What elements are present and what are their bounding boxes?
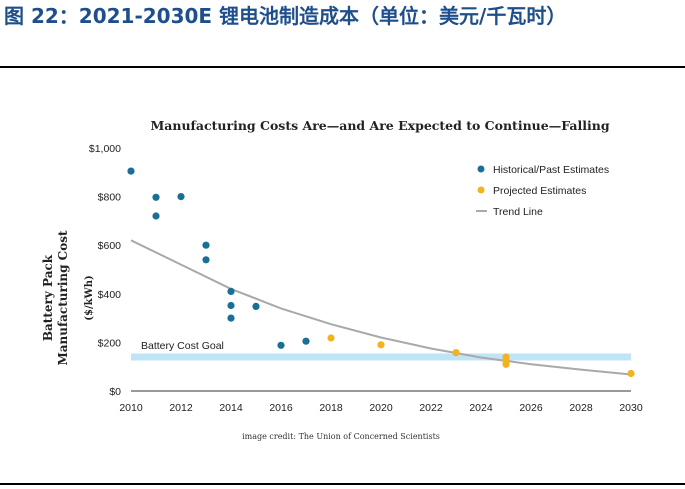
chart-title: Manufacturing Costs Are—and Are Expected…	[150, 118, 609, 133]
legend-marker-projected	[477, 186, 485, 194]
x-tick-label: 2022	[419, 402, 443, 414]
historical-point	[202, 241, 210, 249]
x-tick-label: 2020	[369, 402, 393, 414]
historical-point	[277, 341, 285, 349]
bottom-rule	[0, 483, 685, 485]
historical-point	[302, 337, 310, 345]
historical-point	[227, 301, 235, 310]
y-tick-label: $600	[98, 240, 122, 252]
projected-point	[452, 349, 460, 357]
y-tick-label: $0	[109, 386, 121, 398]
battery-cost-goal-label: Battery Cost Goal	[141, 340, 224, 352]
projected-point	[502, 360, 510, 368]
image-credit: image credit: The Union of Concerned Sci…	[242, 432, 440, 441]
x-tick-label: 2016	[269, 402, 293, 414]
legend-label-trend: Trend Line	[493, 206, 543, 218]
projected-point	[327, 334, 335, 342]
legend-marker-historical	[477, 165, 485, 173]
x-tick-label: 2010	[119, 402, 143, 414]
y-tick-label: $400	[98, 289, 122, 301]
cost-chart: Manufacturing Costs Are—and Are Expected…	[41, 118, 643, 441]
y-axis-title: Battery PackManufacturing Cost ($/kWh)	[41, 230, 95, 366]
historical-point	[252, 302, 260, 310]
x-tick-label: 2018	[319, 402, 343, 414]
legend: Historical/Past Estimates Projected Esti…	[476, 164, 609, 218]
trend-line	[130, 239, 632, 376]
historical-point	[152, 212, 160, 220]
figure-title: 图 22：2021-2030E 锂电池制造成本（单位：美元/千瓦时）	[4, 4, 567, 28]
historical-point	[177, 193, 185, 201]
historical-point	[227, 314, 235, 322]
battery-cost-goal-band	[131, 353, 631, 361]
y-tick-labels: $0 $200 $400 $600 $800 $1,000	[89, 143, 121, 398]
historical-point	[202, 256, 210, 264]
historical-point	[152, 193, 160, 201]
y-tick-label: $800	[98, 192, 122, 204]
y-axis-label: Battery PackManufacturing Cost	[41, 230, 70, 366]
x-tick-label: 2014	[219, 402, 243, 414]
projected-point	[377, 341, 385, 349]
x-tick-label: 2026	[519, 402, 543, 414]
data-points	[127, 167, 635, 378]
x-tick-label: 2012	[169, 402, 193, 414]
projected-point	[627, 369, 635, 378]
x-tick-label: 2030	[619, 402, 643, 414]
y-axis-unit: ($/kWh)	[84, 275, 95, 321]
x-tick-label: 2024	[469, 402, 493, 414]
top-rule	[0, 66, 685, 68]
historical-point	[227, 287, 235, 295]
y-tick-label: $1,000	[89, 143, 121, 155]
x-tick-label: 2028	[569, 402, 593, 414]
y-tick-label: $200	[98, 337, 122, 349]
historical-point	[127, 167, 135, 175]
x-tick-labels: 2010 2012 2014 2016 2018 2020 2022 2024 2026 2028…	[119, 402, 643, 414]
legend-label-historical: Historical/Past Estimates	[493, 164, 609, 176]
legend-label-projected: Projected Estimates	[493, 185, 586, 197]
